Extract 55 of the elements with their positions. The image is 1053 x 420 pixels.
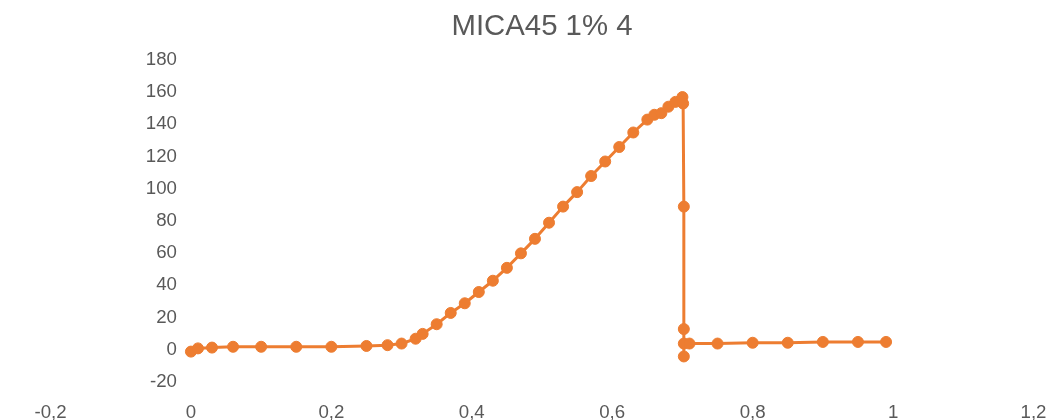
point [655,107,668,120]
point [472,286,485,298]
y-tick-label: 160 [145,80,177,102]
y-tick-label: -20 [149,370,177,392]
point [627,126,640,139]
point [416,327,429,340]
y-tick-label: 40 [156,273,177,295]
point [557,200,570,213]
x-tick-label: 1 [887,400,899,420]
point [599,155,612,168]
x-tick-label: -0,2 [34,400,67,420]
x-tick-label: 0,2 [318,400,345,420]
point [746,336,759,349]
point [191,342,204,355]
point [360,339,373,352]
point [528,232,541,245]
y-tick-label: 180 [145,47,177,69]
point [677,323,690,336]
x-tick-label: 1,2 [1020,400,1047,420]
point [571,186,584,199]
point [585,170,598,182]
y-tick-label: 60 [156,241,177,263]
y-tick-label: 100 [145,176,177,198]
y-tick-label: 140 [145,112,177,134]
point [444,306,457,319]
point [851,335,864,348]
point [458,297,471,310]
point [514,247,527,260]
point [677,350,690,363]
point [290,340,303,353]
point [543,216,556,229]
point [486,274,499,287]
x-tick-label: 0 [185,400,197,420]
chart-title: MICA45 1% 4 [451,7,633,41]
point [381,339,394,352]
y-tick-label: 0 [166,337,177,359]
point [255,340,268,353]
point [227,340,240,353]
x-tick-label: 0,4 [458,400,485,420]
point [677,200,690,213]
point [205,341,218,354]
point [613,141,626,153]
point [325,340,338,353]
point [395,337,408,350]
x-tick-label: 0,8 [739,400,766,420]
x-tick-label: 0,6 [599,400,626,420]
point [880,335,893,348]
y-tick-label: 120 [145,144,177,166]
y-tick-label: 20 [156,305,177,327]
point [816,335,829,348]
point [781,336,794,349]
point [500,261,513,274]
point [711,337,724,350]
point [430,318,443,331]
y-tick-label: 80 [156,209,177,230]
